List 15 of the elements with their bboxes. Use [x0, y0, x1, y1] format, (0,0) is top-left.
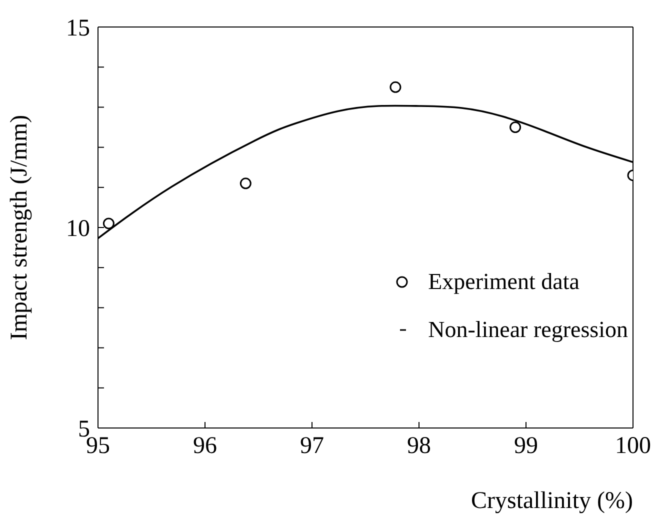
x-tick-label: 96 — [193, 433, 217, 460]
point — [102, 218, 114, 230]
legend-label: Non-linear regression — [428, 316, 628, 344]
x-tick-label: 100 — [615, 433, 651, 460]
y-tick-label: 10 — [66, 216, 90, 242]
point — [510, 122, 522, 133]
y-axis-title: Impact strength (J/mm) — [6, 114, 33, 340]
x-tick-label: 99 — [514, 433, 538, 460]
x-tick-label: 98 — [407, 433, 431, 460]
point — [390, 81, 402, 93]
x-axis-title: Crystallinity (%) — [471, 488, 633, 514]
point — [240, 178, 252, 190]
legend-label: Experiment data — [428, 268, 580, 296]
x-tick-label: 97 — [300, 433, 324, 460]
y-tick-label: 15 — [66, 16, 90, 42]
